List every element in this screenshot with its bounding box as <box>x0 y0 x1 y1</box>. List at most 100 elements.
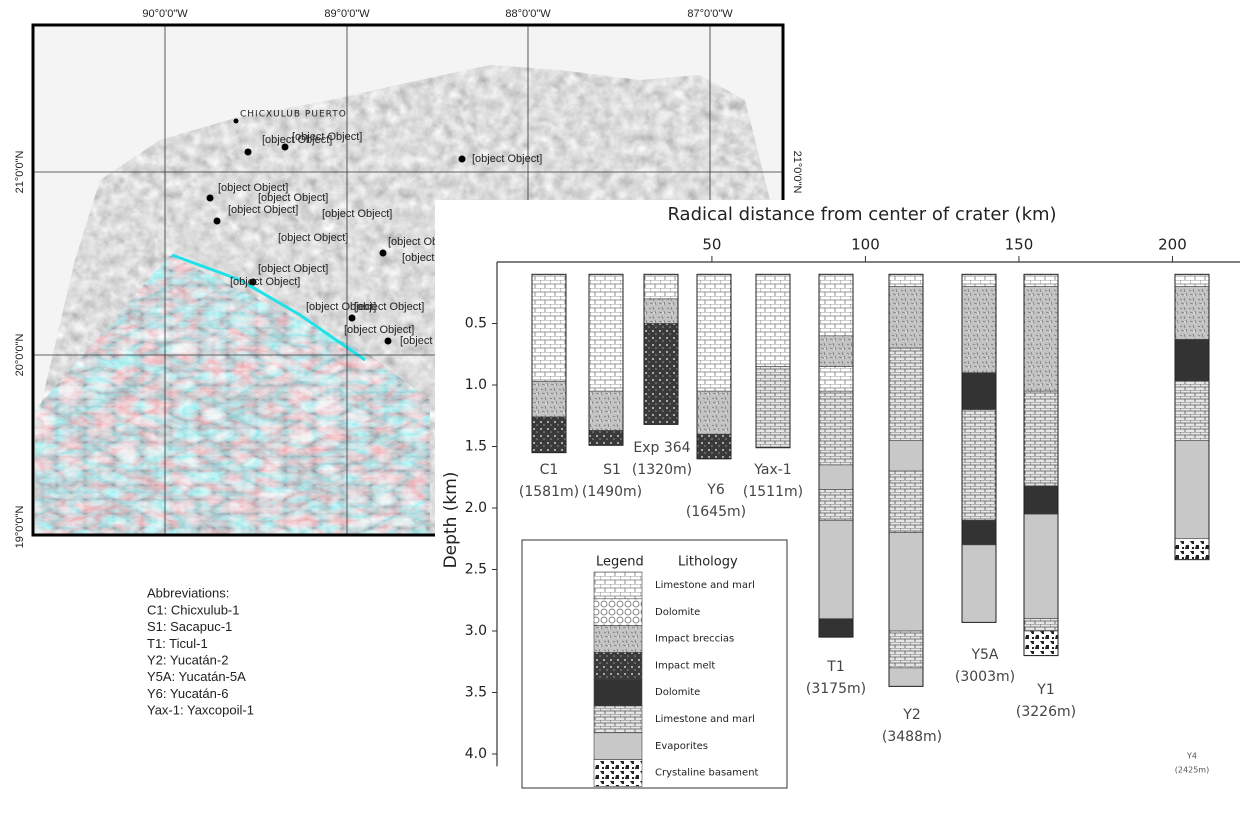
y-axis-label: Depth (km) <box>441 472 461 569</box>
well-marker <box>244 148 252 156</box>
abbreviation: Y2: Yucatán-2 <box>147 653 228 668</box>
well-depth: (1645m) <box>686 504 746 520</box>
well-correlation: 50 100 150 200 0.5 1.0 1.5 2.0 2.5 3.0 3.5 4.0 C1 (15… <box>465 236 1240 775</box>
well-outline <box>531 273 567 454</box>
well-marker <box>348 314 356 322</box>
lon-label: 88°0'0"W <box>505 8 551 20</box>
well-name: Y2 <box>902 707 920 723</box>
well-depth: (3488m) <box>882 729 942 745</box>
well-label: [object Object] <box>322 208 392 220</box>
well-depth: (2425m) <box>1175 766 1209 775</box>
abbreviation: Yax-1: Yaxcopoil-1 <box>147 703 254 718</box>
y-tick-label: 1.0 <box>465 377 487 393</box>
well-marker <box>379 249 387 257</box>
lithology-layer <box>888 470 924 533</box>
map-wells: [object Object][object Object][object Ob… <box>206 131 542 347</box>
legend-label: Dolomite <box>655 687 700 698</box>
well-depth: (3175m) <box>806 681 866 697</box>
legend-swatch <box>593 759 643 787</box>
legend-swatch <box>593 571 643 600</box>
legend-label: Limestone and marl <box>655 714 755 725</box>
legend: Legend Lithology Limestone and marl Dolom… <box>521 539 788 789</box>
y-tick-label: 1.5 <box>465 439 487 455</box>
well-label: [object Object] <box>306 301 376 313</box>
chart-title: Radical distance from center of crater (… <box>667 204 1056 225</box>
lithology-layer <box>888 667 924 687</box>
well-marker <box>458 155 466 163</box>
lithology-layer <box>1174 339 1210 382</box>
lithology-layer <box>961 544 997 623</box>
well-depth: (1581m) <box>519 484 579 500</box>
lat-label: 20°0'0"N <box>14 334 26 377</box>
lithology-layer <box>696 433 732 460</box>
well-outline <box>696 273 732 460</box>
lithology-layer <box>1023 618 1059 632</box>
legend-label: Limestone and marl <box>655 580 755 591</box>
lithology-layer <box>888 440 924 472</box>
lithology-layer <box>961 519 997 546</box>
lithology-layer <box>1174 273 1210 287</box>
well-depth: (3003m) <box>955 669 1015 685</box>
well-marker <box>281 143 289 151</box>
well-name: Y1 <box>1036 682 1054 698</box>
y-tick-label: 3.5 <box>465 685 487 701</box>
well-name: Y6 <box>706 482 725 498</box>
well-marker <box>384 337 392 345</box>
lithology-layer <box>818 366 854 392</box>
lithology-layer <box>1023 390 1059 487</box>
lithology-layer <box>961 409 997 521</box>
lithology-layer <box>531 273 567 382</box>
well-name: T1 <box>826 659 844 675</box>
lithology-layer <box>588 273 624 392</box>
lithology-layer <box>531 416 567 453</box>
legend-header: Lithology <box>678 555 738 570</box>
lithology-layer <box>643 298 679 324</box>
lithology-layer <box>961 372 997 410</box>
well-marker <box>213 217 221 225</box>
lat-label: 21°0'0"N <box>791 151 803 194</box>
legend-title: Legend <box>596 555 644 570</box>
lithology-layer <box>961 273 997 287</box>
legend-swatch <box>593 705 643 734</box>
legend-label: Crystaline basament <box>655 768 759 779</box>
lon-label: 90°0'0"W <box>142 8 188 20</box>
well-label: [object Object] <box>258 192 328 204</box>
well-label: [object Object] <box>218 182 288 194</box>
lithology-layer <box>696 273 732 392</box>
x-tick-label: 50 <box>702 236 721 254</box>
legend-label: Impact breccias <box>655 634 734 645</box>
lithology-layer <box>818 489 854 521</box>
well-name: C1 <box>540 462 559 478</box>
legend-box <box>521 539 788 789</box>
legend-swatch <box>593 678 643 707</box>
well-name: Y5A <box>970 647 998 663</box>
lithology-layer <box>588 390 624 431</box>
well-outline <box>755 273 791 449</box>
lithology-layer <box>755 273 791 367</box>
lithology-layer <box>755 366 791 449</box>
lithology-layer <box>888 630 924 669</box>
lithology-layer <box>1174 440 1210 540</box>
lithology-layer <box>1174 286 1210 340</box>
lithology-layer <box>1174 381 1210 441</box>
abbreviation: T1: Ticul-1 <box>147 636 208 651</box>
lithology-layer <box>1023 630 1059 656</box>
well-label: [object Object] <box>344 324 414 336</box>
well-name: Y4 <box>1186 752 1197 761</box>
legend-swatch <box>593 732 643 760</box>
lat-label: 19°0'0"N <box>14 506 26 549</box>
place-marker <box>233 118 239 124</box>
y-tick-label: 2.5 <box>465 562 487 578</box>
well-label: [object Object] <box>228 204 298 216</box>
well-name: Yax-1 <box>753 462 791 478</box>
abbreviation: Y6: Yucatán-6 <box>147 686 228 701</box>
legend-items: Limestone and marl Dolomite Impact breccia… <box>593 571 759 787</box>
lithology-layer <box>531 381 567 418</box>
lithology-layer <box>1174 538 1210 560</box>
well-label: [object Object] <box>354 301 424 313</box>
lithology-layer <box>818 390 854 466</box>
legend-swatch <box>593 598 643 626</box>
legend-swatch <box>593 625 643 653</box>
lithology-layer <box>643 323 679 425</box>
legend-swatch <box>593 652 643 680</box>
